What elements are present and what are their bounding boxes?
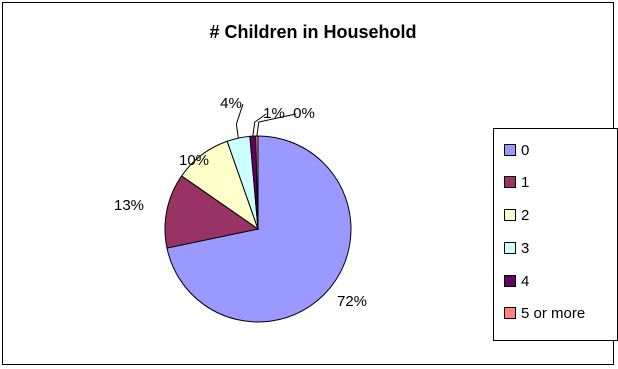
legend-swatch bbox=[504, 209, 516, 221]
legend-item-5-or-more: 5 or more bbox=[504, 303, 585, 323]
legend-label: 0 bbox=[521, 141, 530, 159]
data-label-4: 1% bbox=[263, 105, 285, 122]
legend-label: 1 bbox=[521, 173, 530, 191]
legend-swatch bbox=[504, 242, 516, 254]
data-label-2: 10% bbox=[179, 152, 209, 169]
legend-item-1: 1 bbox=[504, 172, 529, 192]
legend-label: 5 or more bbox=[521, 304, 586, 322]
legend-label: 2 bbox=[521, 206, 530, 224]
legend-swatch bbox=[504, 144, 516, 156]
legend-label: 4 bbox=[521, 272, 530, 290]
legend-label: 3 bbox=[521, 239, 530, 257]
legend-swatch bbox=[504, 176, 516, 188]
chart-title: # Children in Household bbox=[209, 22, 417, 42]
legend: 0 1 2 3 4 5 or more bbox=[493, 128, 618, 341]
data-label-5-or-more: 0% bbox=[293, 105, 315, 122]
pie-slice-1 bbox=[164, 175, 260, 249]
leader-line-4 bbox=[252, 113, 267, 137]
leader-line-5-or-more bbox=[256, 113, 297, 137]
leader-line-3 bbox=[235, 103, 244, 139]
pie-slice-0 bbox=[166, 135, 352, 323]
data-label-0: 72% bbox=[337, 293, 367, 310]
data-label-3: 4% bbox=[220, 95, 242, 112]
legend-swatch bbox=[504, 275, 516, 287]
legend-item-4: 4 bbox=[504, 271, 529, 291]
legend-item-2: 2 bbox=[504, 205, 529, 225]
legend-item-0: 0 bbox=[504, 140, 529, 160]
legend-swatch bbox=[504, 307, 516, 319]
legend-item-3: 3 bbox=[504, 238, 529, 258]
data-label-1: 13% bbox=[114, 197, 144, 214]
